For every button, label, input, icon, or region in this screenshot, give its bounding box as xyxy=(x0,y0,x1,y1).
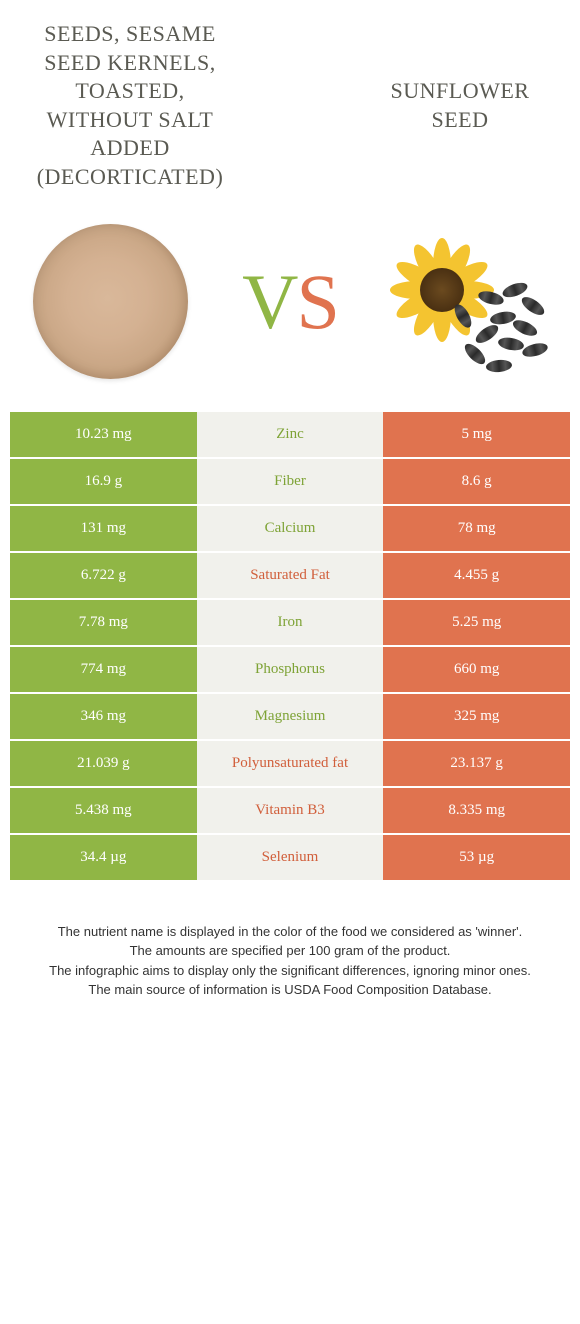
title-left: Seeds, sesame seed kernels, toasted, wit… xyxy=(20,20,240,192)
vs-v: V xyxy=(242,258,296,345)
value-right: 660 mg xyxy=(383,647,570,694)
titles-row: Seeds, sesame seed kernels, toasted, wit… xyxy=(10,0,570,202)
value-left: 131 mg xyxy=(10,506,197,553)
nutrient-label: Polyunsaturated fat xyxy=(197,741,384,788)
nutrient-table: 10.23 mgZinc5 mg16.9 gFiber8.6 g131 mgCa… xyxy=(10,412,570,882)
value-left: 21.039 g xyxy=(10,741,197,788)
value-right: 78 mg xyxy=(383,506,570,553)
footer-notes: The nutrient name is displayed in the co… xyxy=(10,882,570,1010)
nutrient-label: Iron xyxy=(197,600,384,647)
value-left: 6.722 g xyxy=(10,553,197,600)
table-row: 10.23 mgZinc5 mg xyxy=(10,412,570,459)
nutrient-label: Saturated Fat xyxy=(197,553,384,600)
table-row: 774 mgPhosphorus660 mg xyxy=(10,647,570,694)
infographic: Seeds, sesame seed kernels, toasted, wit… xyxy=(0,0,580,1010)
nutrient-label: Zinc xyxy=(197,412,384,459)
value-left: 5.438 mg xyxy=(10,788,197,835)
table-row: 21.039 gPolyunsaturated fat23.137 g xyxy=(10,741,570,788)
nutrient-label: Selenium xyxy=(197,835,384,882)
table-row: 34.4 µgSelenium53 µg xyxy=(10,835,570,882)
value-left: 346 mg xyxy=(10,694,197,741)
value-left: 16.9 g xyxy=(10,459,197,506)
value-right: 4.455 g xyxy=(383,553,570,600)
food-image-left xyxy=(30,222,190,382)
value-right: 325 mg xyxy=(383,694,570,741)
value-right: 23.137 g xyxy=(383,741,570,788)
nutrient-label: Vitamin B3 xyxy=(197,788,384,835)
footer-line: The main source of information is USDA F… xyxy=(20,980,560,1000)
table-row: 7.78 mgIron5.25 mg xyxy=(10,600,570,647)
sesame-bowl-icon xyxy=(33,224,188,379)
value-right: 5 mg xyxy=(383,412,570,459)
footer-line: The infographic aims to display only the… xyxy=(20,961,560,981)
nutrient-label: Phosphorus xyxy=(197,647,384,694)
table-row: 131 mgCalcium78 mg xyxy=(10,506,570,553)
table-row: 16.9 gFiber8.6 g xyxy=(10,459,570,506)
value-left: 10.23 mg xyxy=(10,412,197,459)
value-right: 53 µg xyxy=(383,835,570,882)
vs-s: S xyxy=(296,258,337,345)
food-image-right xyxy=(390,222,550,382)
vs-row: VS xyxy=(10,202,570,412)
value-right: 8.335 mg xyxy=(383,788,570,835)
vs-label: VS xyxy=(242,263,338,341)
footer-line: The nutrient name is displayed in the co… xyxy=(20,922,560,942)
value-left: 34.4 µg xyxy=(10,835,197,882)
nutrient-label: Calcium xyxy=(197,506,384,553)
sunflower-icon xyxy=(390,232,550,372)
nutrient-label: Magnesium xyxy=(197,694,384,741)
value-right: 5.25 mg xyxy=(383,600,570,647)
nutrient-label: Fiber xyxy=(197,459,384,506)
value-left: 7.78 mg xyxy=(10,600,197,647)
value-right: 8.6 g xyxy=(383,459,570,506)
table-row: 346 mgMagnesium325 mg xyxy=(10,694,570,741)
title-right: Sunflower seed xyxy=(360,77,560,134)
table-row: 5.438 mgVitamin B38.335 mg xyxy=(10,788,570,835)
footer-line: The amounts are specified per 100 gram o… xyxy=(20,941,560,961)
table-row: 6.722 gSaturated Fat4.455 g xyxy=(10,553,570,600)
value-left: 774 mg xyxy=(10,647,197,694)
